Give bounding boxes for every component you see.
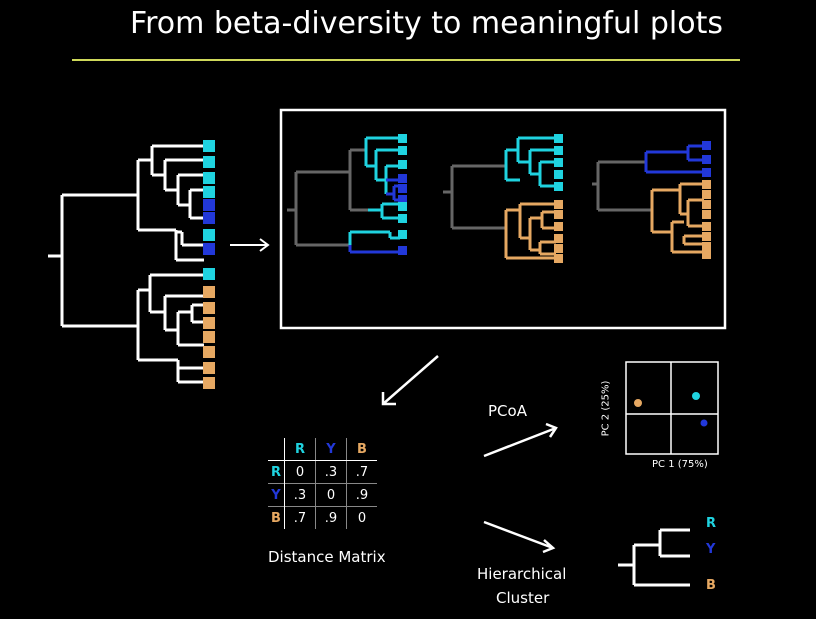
arrow-to-cluster <box>483 520 556 554</box>
cluster-label-line2: Cluster <box>496 589 550 607</box>
leaf-blue <box>203 243 215 255</box>
matrix-row-header: R <box>268 460 285 484</box>
arrow-to-matrix <box>381 355 439 406</box>
subtree-frame <box>279 108 727 330</box>
leaf-cyan <box>203 229 215 241</box>
matrix-row-header: Y <box>268 483 285 507</box>
cluster-leaf-y: Y <box>706 542 716 557</box>
leaf-orange <box>203 286 215 298</box>
pcoa-y-axis-label: PC 2 (25%) <box>600 380 612 437</box>
full-tree-leaves <box>203 140 215 389</box>
title-underline <box>72 59 740 61</box>
distance-matrix: R Y B R 0 .3 .7 Y .3 0 .9 B .7 .9 0 <box>268 438 377 529</box>
leaf-cyan <box>203 140 215 152</box>
leaf-cyan <box>203 268 215 280</box>
subtree-2-leaves <box>554 134 563 263</box>
cluster-dendrogram <box>618 528 690 587</box>
leaf-orange <box>203 302 215 314</box>
pcoa-x-axis-label: PC 1 (75%) <box>652 459 708 470</box>
matrix-row-header: B <box>268 506 285 529</box>
leaf-orange <box>203 362 215 374</box>
leaf-orange <box>203 317 215 329</box>
full-phylogenetic-tree <box>48 144 204 384</box>
leaf-orange <box>203 377 215 389</box>
arrow-to-subtrees <box>230 238 270 252</box>
subtree-2 <box>443 136 556 260</box>
matrix-cell: .3 <box>284 483 316 507</box>
leaf-orange <box>203 331 215 343</box>
cluster-leaf-r: R <box>706 516 717 531</box>
subtree-3 <box>592 144 704 254</box>
matrix-cell: .9 <box>315 506 347 529</box>
pcoa-label: PCoA <box>488 402 527 420</box>
slide-title: From beta-diversity to meaningful plots <box>130 6 723 41</box>
matrix-col-header: B <box>346 438 377 461</box>
matrix-cell: .7 <box>346 460 377 484</box>
leaf-cyan <box>203 186 215 198</box>
cluster-label-line1: Hierarchical <box>477 565 567 583</box>
matrix-caption: Distance Matrix <box>268 548 386 566</box>
pcoa-point-y <box>700 419 708 427</box>
leaf-cyan <box>203 172 215 184</box>
arrow-to-pcoa <box>483 422 558 458</box>
subtree-1-leaves <box>398 134 407 255</box>
matrix-cell: .9 <box>346 483 377 507</box>
matrix-cell: .3 <box>315 460 347 484</box>
matrix-col-header: R <box>284 438 316 461</box>
pcoa-point-r <box>692 392 700 400</box>
leaf-cyan <box>203 156 215 168</box>
matrix-cell: .7 <box>284 506 316 529</box>
leaf-blue <box>203 212 215 224</box>
matrix-col-header: Y <box>315 438 347 461</box>
leaf-blue <box>203 199 215 211</box>
matrix-cell: 0 <box>315 483 347 507</box>
pcoa-point-b <box>634 399 642 407</box>
matrix-cell: 0 <box>346 506 377 529</box>
matrix-cell: 0 <box>284 460 316 484</box>
subtree-1 <box>287 136 400 254</box>
leaf-orange <box>203 346 215 358</box>
subtree-3-leaves <box>702 141 711 259</box>
pcoa-plot <box>625 361 719 455</box>
cluster-leaf-b: B <box>706 578 716 593</box>
